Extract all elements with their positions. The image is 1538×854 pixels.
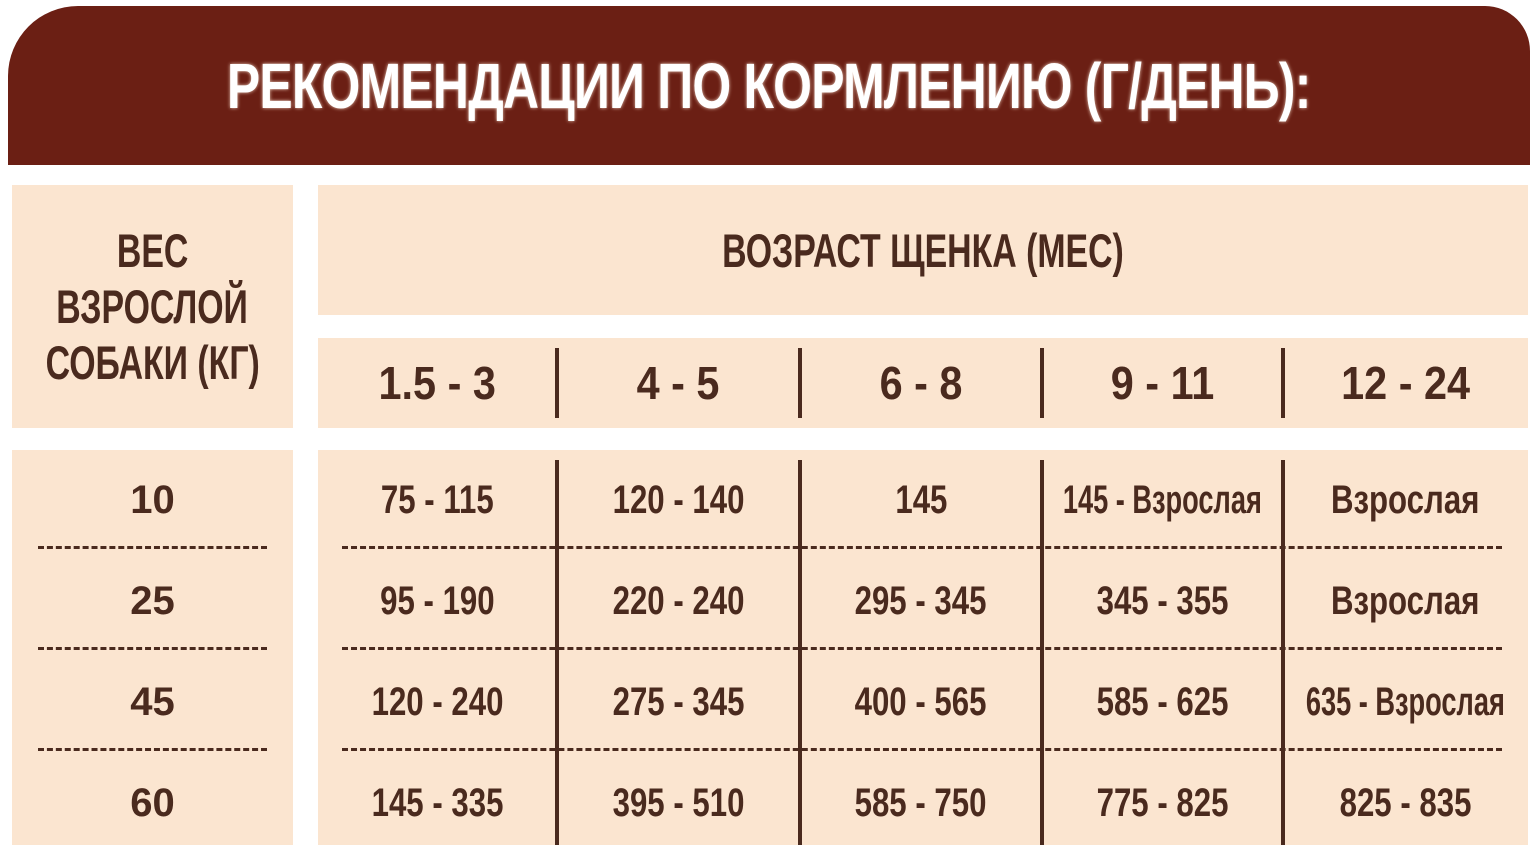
table-cell: 395 - 510 bbox=[557, 753, 800, 854]
table-cell: Взрослая bbox=[1283, 450, 1528, 551]
row-divider bbox=[38, 748, 267, 751]
table-cell: Взрослая bbox=[1283, 551, 1528, 652]
table-cell: 295 - 345 bbox=[800, 551, 1042, 652]
table-row: 145 - 335 395 - 510 585 - 750 775 - 825 825 … bbox=[318, 753, 1528, 854]
title-banner: РЕКОМЕНДАЦИИ ПО КОРМЛЕНИЮ (Г/ДЕНЬ): bbox=[8, 6, 1530, 165]
cell-value: 220 - 240 bbox=[612, 579, 745, 623]
weight-value: 45 bbox=[130, 680, 175, 724]
weight-value: 60 bbox=[130, 781, 175, 825]
column-divider bbox=[1040, 460, 1044, 845]
table-cell: 635 - Взрослая bbox=[1283, 652, 1528, 753]
age-column-header: 1.5 - 3 bbox=[318, 338, 559, 428]
page-title: РЕКОМЕНДАЦИИ ПО КОРМЛЕНИЮ (Г/ДЕНЬ): bbox=[227, 49, 1312, 122]
column-divider bbox=[1281, 460, 1285, 845]
cell-value: 120 - 240 bbox=[371, 680, 504, 724]
cell-value: Взрослая bbox=[1331, 579, 1480, 623]
age-column-header: 9 - 11 bbox=[1042, 338, 1285, 428]
table-cell: 275 - 345 bbox=[557, 652, 800, 753]
weight-header-line: ВЕС bbox=[116, 223, 189, 277]
table-cell: 775 - 825 bbox=[1042, 753, 1283, 854]
age-column-label: 12 - 24 bbox=[1341, 357, 1470, 409]
table-cell: 145 bbox=[800, 450, 1042, 551]
cell-value: 345 - 355 bbox=[1096, 579, 1229, 623]
cell-value: 585 - 625 bbox=[1096, 680, 1229, 724]
table-row: 120 - 240 275 - 345 400 - 565 585 - 625 635 … bbox=[318, 652, 1528, 753]
cell-value: 145 - 335 bbox=[371, 781, 504, 825]
age-columns-row: 1.5 - 3 4 - 5 6 - 8 9 - 11 12 - 24 bbox=[318, 338, 1528, 428]
column-divider bbox=[555, 460, 559, 845]
table-cell: 345 - 355 bbox=[1042, 551, 1283, 652]
cell-value: 775 - 825 bbox=[1096, 781, 1229, 825]
age-column-header: 12 - 24 bbox=[1283, 338, 1528, 428]
weight-value: 25 bbox=[130, 579, 175, 623]
table-cell: 145 - Взрослая bbox=[1042, 450, 1283, 551]
table-cell: 220 - 240 bbox=[557, 551, 800, 652]
age-header: ВОЗРАСТ ЩЕНКА (МЕС) bbox=[318, 185, 1528, 315]
feeding-table-body: 75 - 115 120 - 140 145 145 - Взрослая Взросл… bbox=[318, 450, 1528, 845]
column-divider bbox=[555, 348, 559, 418]
row-divider bbox=[342, 748, 1502, 751]
table-cell: 825 - 835 bbox=[1283, 753, 1528, 854]
cell-value: 145 - Взрослая bbox=[1063, 478, 1263, 522]
column-divider bbox=[798, 348, 802, 418]
table-cell: 585 - 625 bbox=[1042, 652, 1283, 753]
row-divider bbox=[38, 546, 267, 549]
column-divider bbox=[1281, 348, 1285, 418]
table-cell: 145 - 335 bbox=[318, 753, 557, 854]
table-cell: 95 - 190 bbox=[318, 551, 557, 652]
table-cell: 585 - 750 bbox=[800, 753, 1042, 854]
table-cell: 75 - 115 bbox=[318, 450, 557, 551]
cell-value: 395 - 510 bbox=[612, 781, 745, 825]
weight-header: ВЕС ВЗРОСЛОЙ СОБАКИ (КГ) bbox=[12, 185, 293, 428]
cell-value: 400 - 565 bbox=[855, 680, 987, 724]
cell-value: 275 - 345 bbox=[612, 680, 745, 724]
age-column-header: 4 - 5 bbox=[557, 338, 802, 428]
weight-column: 10 25 45 60 bbox=[12, 450, 293, 845]
cell-value: 825 - 835 bbox=[1339, 781, 1472, 825]
table-cell: 120 - 140 bbox=[557, 450, 800, 551]
table-cell: 120 - 240 bbox=[318, 652, 557, 753]
age-column-label: 1.5 - 3 bbox=[378, 357, 497, 409]
table-row: 75 - 115 120 - 140 145 145 - Взрослая Взросл… bbox=[318, 450, 1528, 551]
row-divider bbox=[342, 546, 1502, 549]
age-header-label: ВОЗРАСТ ЩЕНКА (МЕС) bbox=[722, 223, 1124, 277]
age-column-label: 4 - 5 bbox=[637, 357, 720, 409]
column-divider bbox=[1040, 348, 1044, 418]
weight-header-line: ВЗРОСЛОЙ bbox=[56, 279, 249, 333]
column-divider bbox=[798, 460, 802, 845]
cell-value: 145 bbox=[894, 478, 948, 522]
cell-value: 635 - Взрослая bbox=[1306, 680, 1506, 724]
cell-value: Взрослая bbox=[1331, 478, 1480, 522]
age-column-label: 9 - 11 bbox=[1110, 357, 1215, 409]
cell-value: 95 - 190 bbox=[380, 579, 495, 623]
weight-value: 10 bbox=[130, 478, 175, 522]
age-column-header: 6 - 8 bbox=[800, 338, 1044, 428]
table-cell: 400 - 565 bbox=[800, 652, 1042, 753]
weight-header-line: СОБАКИ (КГ) bbox=[45, 335, 260, 389]
age-column-label: 6 - 8 bbox=[879, 357, 963, 409]
cell-value: 120 - 140 bbox=[612, 478, 745, 522]
table-row: 95 - 190 220 - 240 295 - 345 345 - 355 Взрос… bbox=[318, 551, 1528, 652]
cell-value: 75 - 115 bbox=[381, 478, 494, 522]
row-divider bbox=[342, 647, 1502, 650]
cell-value: 585 - 750 bbox=[855, 781, 987, 825]
row-divider bbox=[38, 647, 267, 650]
cell-value: 295 - 345 bbox=[855, 579, 987, 623]
